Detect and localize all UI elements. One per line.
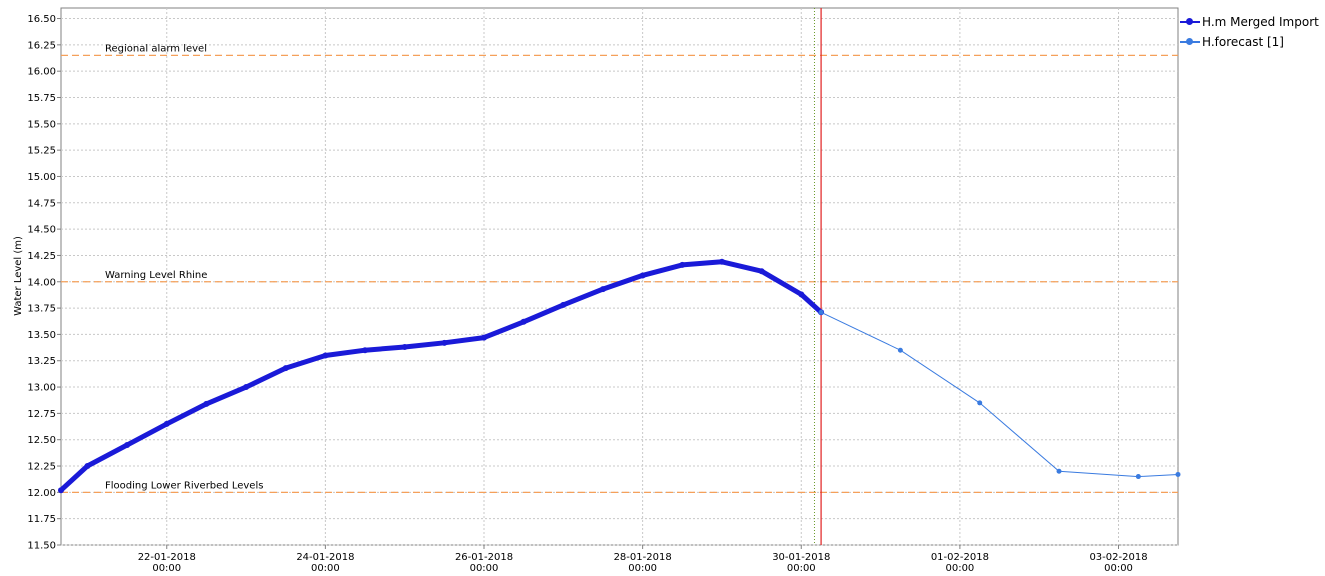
y-tick-label: 14.00: [27, 277, 56, 288]
y-tick-label: 16.50: [27, 14, 56, 25]
data-point: [520, 318, 527, 325]
legend: H.m Merged Import H.forecast [1]: [1180, 12, 1319, 52]
data-point: [1175, 471, 1181, 477]
data-point: [599, 286, 606, 293]
time-markers: [813, 8, 822, 545]
y-tick-label: 14.75: [27, 198, 56, 209]
y-axis-title: Water Level (m): [13, 236, 24, 316]
x-tick-label-date: 28-01-2018: [614, 552, 672, 563]
x-tick-label-time: 00:00: [787, 563, 816, 574]
y-tick-label: 11.75: [27, 514, 56, 525]
y-tick-label: 14.50: [27, 225, 56, 236]
data-point: [203, 400, 210, 407]
data-point: [362, 347, 369, 354]
x-tick-label-time: 00:00: [628, 563, 657, 574]
legend-label: H.forecast [1]: [1202, 35, 1284, 49]
reference-line-label: Warning Level Rhine: [105, 270, 207, 281]
y-tick-label: 12.25: [27, 462, 56, 473]
data-point: [322, 352, 329, 359]
data-point: [124, 441, 131, 448]
y-tick-label: 12.00: [27, 488, 56, 499]
y-tick-label: 13.75: [27, 304, 56, 315]
y-tick-label: 12.75: [27, 409, 56, 420]
x-tick-label-time: 00:00: [152, 563, 181, 574]
x-tick-label-time: 00:00: [311, 563, 340, 574]
reference-lines: Regional alarm level Warning Level Rhine F…: [61, 43, 1178, 494]
data-point: [84, 463, 91, 470]
y-tick-label: 11.50: [27, 541, 56, 552]
x-tick-label-date: 01-02-2018: [931, 552, 989, 563]
x-tick-label-date: 22-01-2018: [138, 552, 196, 563]
data-point: [163, 420, 170, 427]
data-series: [58, 258, 1181, 494]
y-tick-label: 12.50: [27, 435, 56, 446]
data-point: [818, 309, 824, 315]
data-point: [401, 344, 408, 351]
data-point: [1135, 474, 1141, 480]
data-point: [58, 487, 64, 494]
y-tick-label: 15.25: [27, 146, 56, 157]
y-tick-label: 15.50: [27, 119, 56, 130]
x-tick-label-date: 26-01-2018: [455, 552, 513, 563]
data-point: [560, 301, 567, 308]
data-point: [718, 258, 725, 265]
x-tick-label-time: 00:00: [945, 563, 974, 574]
legend-label: H.m Merged Import: [1202, 15, 1319, 29]
data-point: [1056, 468, 1062, 474]
reference-line-label: Flooding Lower Riverbed Levels: [105, 480, 263, 491]
x-tick-label-date: 03-02-2018: [1089, 552, 1147, 563]
y-tick-label: 13.25: [27, 356, 56, 367]
data-point: [441, 339, 448, 346]
reference-line-label: Regional alarm level: [105, 43, 207, 54]
x-tick-label-date: 30-01-2018: [772, 552, 830, 563]
data-point: [758, 268, 765, 275]
x-tick-label-time: 00:00: [470, 563, 499, 574]
y-tick-label: 13.00: [27, 383, 56, 394]
x-tick-label-date: 24-01-2018: [296, 552, 354, 563]
y-tick-label: 14.25: [27, 251, 56, 262]
legend-item: H.forecast [1]: [1180, 32, 1319, 52]
y-tick-label: 16.25: [27, 40, 56, 51]
data-point: [639, 272, 646, 279]
legend-item: H.m Merged Import: [1180, 12, 1319, 32]
data-point: [897, 347, 903, 353]
series-line-forecast: [820, 311, 1179, 478]
x-axis: 22-01-201800:0024-01-201800:0026-01-2018…: [138, 545, 1148, 574]
data-point: [481, 334, 488, 341]
data-point: [243, 384, 250, 391]
y-axis: 11.50 11.75 12.00 12.25 12.50 12.75 13.00 13.25…: [27, 14, 61, 552]
y-tick-label: 15.75: [27, 93, 56, 104]
data-point: [679, 261, 686, 268]
legend-swatch: [1180, 36, 1200, 48]
y-tick-label: 15.00: [27, 172, 56, 183]
legend-swatch: [1180, 16, 1200, 28]
data-point: [798, 291, 805, 298]
y-tick-label: 16.00: [27, 67, 56, 78]
x-tick-label-time: 00:00: [1104, 563, 1133, 574]
y-tick-label: 13.50: [27, 330, 56, 341]
data-point: [282, 365, 289, 372]
plot-area: [60, 7, 1179, 546]
data-point: [977, 400, 983, 406]
